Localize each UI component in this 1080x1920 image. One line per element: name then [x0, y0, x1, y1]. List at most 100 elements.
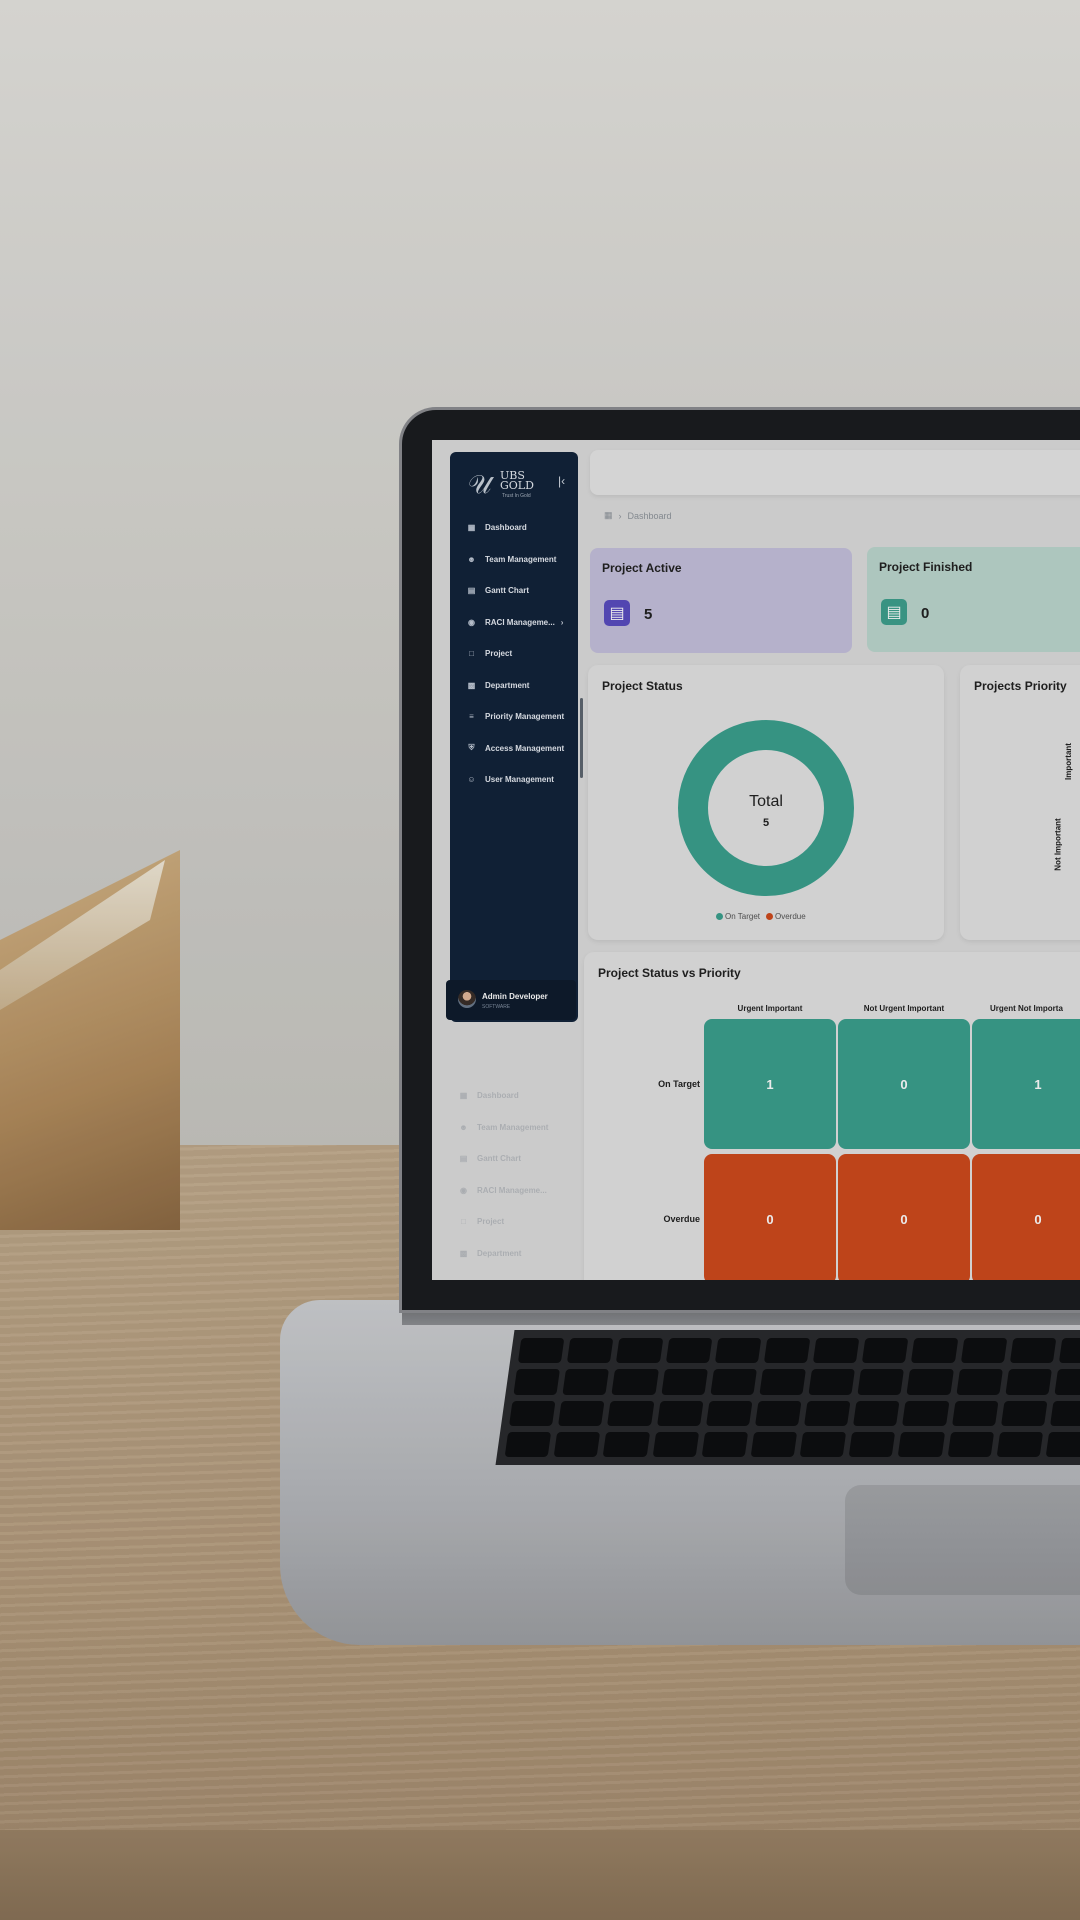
shield-icon: ⛨ [468, 743, 475, 753]
logo-tagline: Trust In Gold [502, 493, 531, 499]
axis-label-not-important: Not Important [1053, 818, 1063, 871]
legend-item-on-target[interactable]: On Target [716, 912, 760, 921]
top-bar [590, 450, 1080, 495]
status-vs-priority-panel: Project Status vs Priority Urgent Import… [584, 952, 1080, 1280]
sidebar-item-label: Team Management [485, 554, 557, 564]
cell-value: 0 [1034, 1211, 1042, 1227]
trackpad [845, 1485, 1080, 1595]
legend-label: On Target [725, 912, 760, 921]
sidebar-item-department[interactable]: ▩ Department [450, 670, 578, 702]
panel-title: Project Status vs Priority [598, 966, 741, 980]
collapse-left-icon[interactable]: |‹ [558, 474, 566, 488]
keyboard [495, 1330, 1080, 1465]
project-list-icon: ▤ [604, 600, 630, 626]
brand-logo: 𝒰 UBS GOLD Trust In Gold [468, 468, 548, 504]
ghost-label: RACI Manageme... [477, 1185, 547, 1195]
gantt-icon: ▤ [459, 1154, 468, 1164]
building-icon: ▩ [459, 1248, 468, 1258]
sidebar-reflection: ▦ Dashboard ☻ Team Management ▤ Gantt Chart… [442, 1080, 582, 1269]
sidebar-item-dashboard[interactable]: ▦ Dashboard [450, 512, 578, 544]
ghost-label: Department [477, 1248, 522, 1258]
sidebar-nav: ▦ Dashboard ☻ Team Management ▤ Gantt Ch… [450, 512, 578, 796]
legend-swatch [716, 913, 723, 920]
raci-icon: ◉ [460, 1185, 467, 1195]
card-title: Project Active [602, 561, 682, 575]
matrix-cell[interactable]: 0 [704, 1154, 836, 1280]
document-icon: □ [461, 1217, 466, 1227]
cell-value: 0 [900, 1211, 908, 1227]
avatar [458, 990, 476, 1008]
gantt-icon: ▤ [467, 586, 476, 596]
dashboard-icon: ▦ [467, 523, 476, 533]
home-icon[interactable]: ▦ [604, 510, 613, 520]
matrix-cell[interactable]: 1 [972, 1019, 1080, 1149]
donut-slice-on-target[interactable] [678, 720, 854, 896]
cell-value: 1 [766, 1076, 774, 1092]
document-icon: □ [469, 649, 474, 659]
breadcrumb: ▦ › Dashboard [604, 510, 672, 521]
team-icon: ☻ [467, 554, 476, 564]
sidebar-item-project[interactable]: □ Project [450, 638, 578, 670]
sidebar-item-user-management[interactable]: ☺ User Management [450, 764, 578, 796]
card-value: 5 [644, 606, 653, 623]
user-name: Admin Developer [482, 992, 548, 1001]
sidebar-item-label: Project [485, 649, 513, 659]
matrix-column-header: Urgent Not Importa [990, 1004, 1063, 1013]
sidebar-item-label: Priority Management [485, 712, 565, 722]
ghost-item: ▦ Dashboard [442, 1080, 582, 1112]
chevron-right-icon: › [560, 617, 564, 627]
sidebar-item-label: Department [485, 680, 530, 690]
legend-swatch [765, 913, 773, 920]
project-status-donut: Total 5 [678, 720, 854, 896]
laptop-screen: 𝒰 UBS GOLD Trust In Gold |‹ ▦ Dashboard … [432, 440, 1080, 1280]
project-status-panel: Project Status Total 5 On Target Overdue [588, 665, 944, 940]
legend-item-overdue[interactable]: Overdue [765, 912, 806, 921]
sidebar-item-priority-management[interactable]: ≡ Priority Management [450, 701, 578, 733]
user-role: SOFTWARE [482, 1004, 511, 1010]
matrix-row-label: Overdue [663, 1214, 700, 1224]
building-icon: ▩ [467, 680, 476, 690]
ghost-item: □ Project [442, 1206, 582, 1238]
sidebar-item-gantt-chart[interactable]: ▤ Gantt Chart [450, 575, 578, 607]
sidebar-item-label: RACI Manageme... [485, 617, 555, 627]
desk-edge [0, 1830, 1080, 1920]
project-finished-card[interactable]: Project Finished ▤ 0 [867, 547, 1080, 652]
matrix-cell[interactable]: 0 [838, 1019, 970, 1149]
legend-label: Overdue [774, 912, 806, 921]
axis-label-important: Important [1063, 743, 1073, 780]
ghost-item: ☻ Team Management [442, 1112, 582, 1144]
sidebar-item-label: Access Management [485, 743, 565, 753]
projects-priority-panel: Projects Priority Important Not Importan… [960, 665, 1080, 940]
matrix-column-header: Urgent Important [737, 1004, 803, 1013]
sidebar: 𝒰 UBS GOLD Trust In Gold |‹ ▦ Dashboard … [450, 452, 578, 1022]
sidebar-item-team-management[interactable]: ☻ Team Management [450, 544, 578, 576]
user-profile-card[interactable]: Admin Developer SOFTWARE [446, 980, 576, 1020]
sidebar-item-raci-management[interactable]: ◉ RACI Manageme... › [450, 607, 578, 639]
logo-mark-icon: 𝒰 [468, 470, 492, 500]
sidebar-item-label: Dashboard [485, 523, 527, 533]
users-icon: ☺ [467, 775, 476, 785]
sidebar-scrollbar[interactable] [580, 698, 583, 778]
card-value: 0 [921, 605, 930, 622]
ghost-label: Team Management [477, 1122, 549, 1132]
breadcrumb-current[interactable]: Dashboard [627, 510, 672, 521]
ghost-item: ▤ Gantt Chart [442, 1143, 582, 1175]
matrix-cell[interactable]: 0 [838, 1154, 970, 1280]
ghost-label: Dashboard [477, 1091, 519, 1101]
priority-list-icon: ≡ [469, 712, 474, 722]
project-active-card[interactable]: Project Active ▤ 5 [590, 548, 852, 653]
logo-text-line1: UBS [500, 469, 525, 482]
ghost-label: Gantt Chart [477, 1154, 521, 1164]
sidebar-item-label: Gantt Chart [485, 586, 529, 596]
matrix-cell[interactable]: 0 [972, 1154, 1080, 1280]
cell-value: 1 [1034, 1076, 1042, 1092]
sidebar-item-access-management[interactable]: ⛨ Access Management [450, 733, 578, 765]
donut-center-value: 5 [763, 817, 769, 829]
panel-title: Projects Priority [974, 679, 1067, 693]
dashboard-icon: ▦ [459, 1091, 468, 1101]
ghost-item: ◉ RACI Manageme... [442, 1175, 582, 1207]
matrix-cell[interactable]: 1 [704, 1019, 836, 1149]
cell-value: 0 [900, 1076, 908, 1092]
chart-legend: On Target Overdue [716, 912, 806, 921]
donut-center-label: Total [749, 793, 783, 810]
